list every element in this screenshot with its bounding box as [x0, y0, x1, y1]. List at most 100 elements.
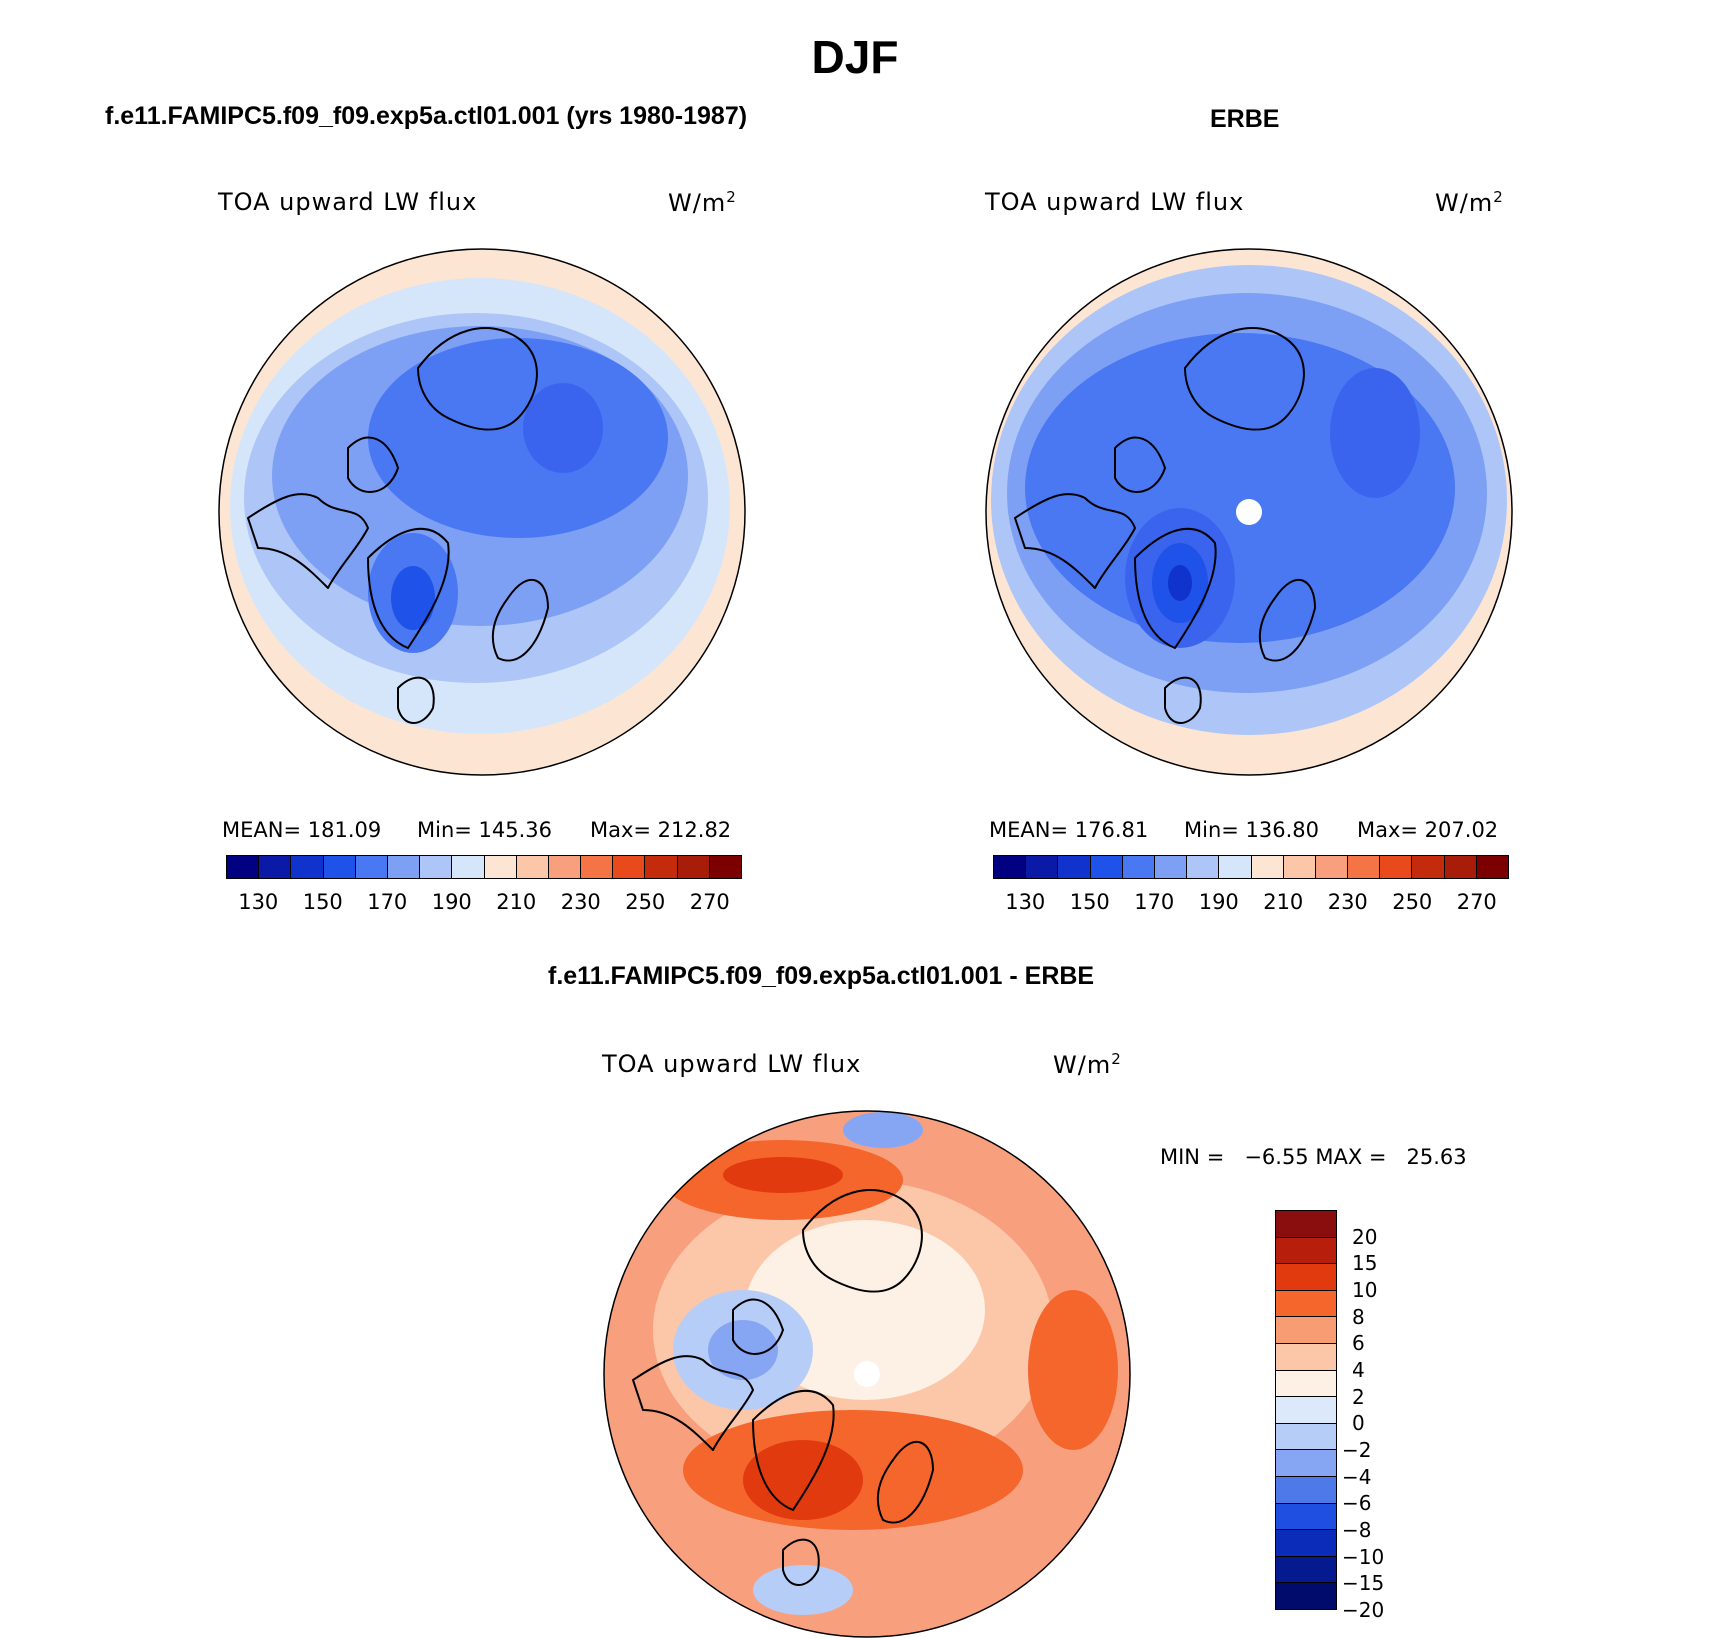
model-coast-archipelago [347, 436, 399, 493]
obs-max-stat: Max= 207.02 [1357, 818, 1499, 842]
diff-colorbar-swatch [1276, 1264, 1336, 1291]
obs-colorbar-tick-label: 250 [1392, 890, 1433, 914]
model-colorbar-tick-label: 250 [625, 890, 666, 914]
model-colorbar-swatch [709, 856, 741, 878]
obs-colorbar-swatch [1348, 856, 1381, 878]
model-colorbar-swatch [227, 856, 260, 878]
obs-colorbar-swatch [1283, 856, 1316, 878]
diff-colorbar-swatch [1276, 1397, 1336, 1424]
model-colorbar-tick-label: 270 [689, 890, 730, 914]
model-coast-siberia [417, 327, 538, 431]
obs-min-stat: Min= 136.80 [1184, 818, 1320, 842]
diff-colorbar-swatch [1276, 1450, 1336, 1477]
model-coast-canada [247, 493, 369, 589]
diff-patch-9 [1028, 1290, 1118, 1450]
model-colorbar-swatch [452, 856, 485, 878]
obs-ring-6 [1168, 565, 1192, 601]
diff-variable-label: TOA upward LW flux [602, 1050, 862, 1078]
obs-panel-heading: ERBE [1210, 105, 1280, 133]
diff-coast-siberia [802, 1189, 923, 1293]
obs-map-border [985, 248, 1513, 776]
obs-colorbar-tick-label: 270 [1456, 890, 1497, 914]
model-min-stat: Min= 145.36 [417, 818, 553, 842]
model-colorbar-swatch [484, 856, 517, 878]
model-colorbar-swatch [387, 856, 421, 878]
model-mean-stat: MEAN= 181.09 [222, 818, 382, 842]
diff-colorbar-swatch [1276, 1237, 1336, 1265]
model-colorbar-swatch [323, 856, 356, 878]
diff-colorbar-labels: 20 15 10 8 6 4 2 0 −2 −4 −6 −8 −10 −15 −20 [1342, 1210, 1428, 1622]
diff-patch-6 [743, 1440, 863, 1520]
obs-colorbar-swatch [1251, 856, 1284, 878]
obs-colorbar-swatch [1026, 856, 1059, 878]
diff-colorbar-swatch [1276, 1503, 1336, 1531]
diff-coast-archipelago [732, 1298, 784, 1355]
diff-colorbar-tick-label: −4 [1342, 1464, 1372, 1489]
obs-colorbar-swatch [1444, 856, 1477, 878]
diff-colorbar-tick-label: 4 [1352, 1358, 1365, 1382]
diff-colorbar-swatch [1276, 1290, 1336, 1318]
model-colorbar-tick-label: 210 [496, 890, 537, 914]
diff-colorbar-tick-label: −2 [1342, 1438, 1372, 1462]
obs-colorbar-swatch [994, 856, 1027, 878]
diff-colorbar-tick-label: 0 [1352, 1411, 1365, 1436]
obs-colorbar-swatch [1154, 856, 1188, 878]
model-colorbar-tick-label: 170 [367, 890, 408, 914]
diff-colorbar-tick-label: −8 [1342, 1518, 1372, 1542]
model-colorbar-tick-label: 230 [560, 890, 601, 914]
diff-patch-10 [753, 1565, 853, 1615]
obs-colorbar-swatch [1476, 856, 1508, 878]
diff-panel-heading: f.e11.FAMIPC5.f09_f09.exp5a.ctl01.001 - … [548, 962, 1095, 990]
diff-colorbar [1275, 1210, 1337, 1610]
model-variable-label: TOA upward LW flux [218, 188, 478, 216]
diff-colorbar-swatch [1276, 1423, 1336, 1451]
diff-colorbar-tick-label: −20 [1342, 1598, 1385, 1622]
diff-colorbar-tick-label: 10 [1352, 1278, 1378, 1302]
model-colorbar-swatch [291, 856, 324, 878]
diff-colorbar-swatch [1276, 1583, 1336, 1609]
model-polar-map [218, 248, 746, 776]
diff-coast-scandinavia [876, 1440, 934, 1524]
model-colorbar-tick-label: 130 [238, 890, 279, 914]
obs-colorbar-swatch [1090, 856, 1123, 878]
diff-polar-map [603, 1110, 1131, 1638]
obs-colorbar-tick-label: 130 [1005, 890, 1046, 914]
diff-colorbar-swatch [1276, 1476, 1336, 1504]
diff-colorbar-tick-label: 8 [1352, 1304, 1365, 1329]
model-colorbar-swatch [420, 856, 453, 878]
obs-colorbar-labels: 130 150 170 190 210 230 250 270 [993, 890, 1509, 920]
diff-pole-hole [854, 1361, 880, 1387]
model-ring-7 [523, 383, 603, 473]
model-colorbar-labels: 130 150 170 190 210 230 250 270 [226, 890, 742, 920]
diff-colorbar-swatch [1276, 1530, 1336, 1557]
model-colorbar-swatch [259, 856, 292, 878]
diff-colorbar-tick-label: 6 [1352, 1331, 1365, 1356]
diff-colorbar-tick-label: −6 [1342, 1491, 1372, 1516]
obs-colorbar-tick-label: 150 [1069, 890, 1110, 914]
obs-colorbar-swatch [1187, 856, 1220, 878]
diff-patch-4 [843, 1112, 923, 1148]
model-colorbar-swatch [355, 856, 388, 878]
diff-colorbar-swatch [1276, 1343, 1336, 1371]
obs-mean-stat: MEAN= 176.81 [989, 818, 1149, 842]
obs-coast-siberia [1184, 327, 1305, 431]
model-coast-greenland [367, 527, 450, 649]
model-colorbar-swatch [645, 856, 678, 878]
diff-minmax-stat: MIN = −6.55 MAX = 25.63 [1160, 1145, 1467, 1169]
obs-colorbar-swatch [1412, 856, 1445, 878]
obs-colorbar-swatch [1219, 856, 1252, 878]
diff-units-label: W/m2 [1053, 1050, 1122, 1079]
obs-colorbar-tick-label: 190 [1198, 890, 1239, 914]
obs-colorbar-swatch [1380, 856, 1413, 878]
diff-patch-8 [723, 1157, 843, 1193]
obs-coast-archipelago [1114, 436, 1166, 493]
model-panel-heading: f.e11.FAMIPC5.f09_f09.exp5a.ctl01.001 (y… [105, 102, 748, 130]
diff-colorbar-tick-label: −15 [1342, 1571, 1385, 1596]
obs-coast-greenland [1134, 527, 1217, 649]
model-colorbar-swatch [516, 856, 549, 878]
model-units-label: W/m2 [668, 188, 737, 217]
obs-colorbar-tick-label: 170 [1134, 890, 1175, 914]
diff-coast-uk [782, 1538, 820, 1586]
obs-colorbar-swatch [1122, 856, 1155, 878]
obs-coast-scandinavia [1258, 578, 1316, 662]
